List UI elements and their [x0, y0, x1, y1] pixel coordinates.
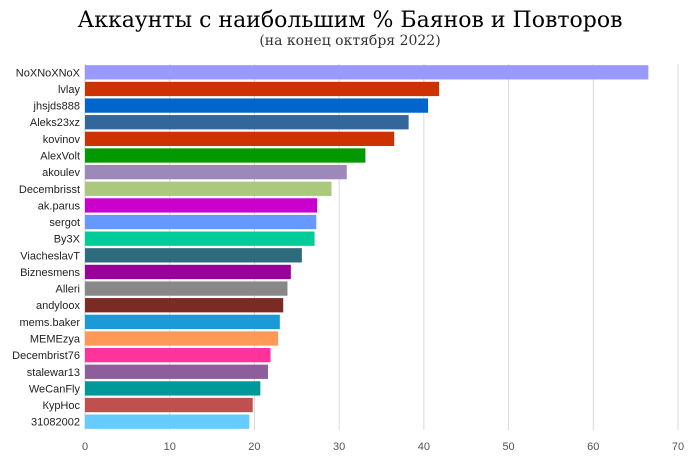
category-label: WeCanFly	[29, 383, 81, 395]
bar	[85, 414, 250, 429]
x-tick-label: 30	[333, 441, 345, 453]
x-tick-label: 60	[587, 441, 599, 453]
bar	[85, 347, 271, 363]
bar	[85, 98, 429, 113]
x-tick-label: 20	[248, 441, 260, 453]
category-label: AlexVolt	[40, 151, 80, 163]
category-label: Alleri	[56, 284, 80, 296]
bar	[85, 81, 440, 97]
category-label: 31082002	[31, 417, 80, 429]
bar	[85, 264, 291, 280]
bar	[85, 314, 280, 330]
bar	[85, 298, 284, 313]
category-label: jhsjds888	[33, 101, 80, 113]
bar	[85, 148, 366, 163]
x-tick-label: 0	[82, 441, 88, 453]
category-label: MEMEzya	[30, 334, 81, 346]
bar	[85, 248, 302, 263]
category-label: mems.baker	[19, 317, 80, 329]
x-tick-label: 50	[502, 441, 514, 453]
bar	[85, 115, 409, 130]
category-label: Decembrisst	[19, 184, 80, 196]
category-labels: NoXNoXNoX lvlay jhsjds888 Aleks23xz kovinov A…	[12, 67, 81, 428]
category-label: By3X	[54, 234, 81, 246]
x-tick-label: 10	[164, 441, 176, 453]
category-label: stalewar13	[27, 367, 80, 379]
category-label: Aleks23xz	[30, 117, 80, 129]
bar	[85, 214, 317, 230]
chart-title: Аккаунты с наибольшим % Баянов и Повторо…	[77, 8, 623, 33]
bar	[85, 181, 332, 196]
category-label: ViacheslavT	[20, 250, 80, 262]
chart-subtitle: (на конец октября 2022)	[259, 33, 441, 49]
category-label: sergot	[49, 217, 80, 229]
category-label: Biznesmens	[20, 267, 80, 279]
bar	[85, 198, 318, 213]
x-tick-label: 40	[418, 441, 430, 453]
bar	[85, 331, 279, 346]
category-label: andyloox	[36, 300, 81, 312]
bar	[85, 397, 253, 413]
bar	[85, 231, 315, 246]
category-label: ak.parus	[38, 200, 81, 212]
category-label: NoXNoXNoX	[16, 67, 81, 79]
category-label: КурНос	[43, 400, 81, 412]
category-label: kovinov	[43, 134, 81, 146]
x-tick-label: 70	[672, 441, 684, 453]
category-label: Decembrist76	[12, 350, 80, 362]
bar	[85, 164, 347, 180]
bar	[85, 131, 395, 147]
category-label: lvlay	[58, 84, 81, 96]
bar	[85, 381, 261, 396]
category-label: akoulev	[42, 167, 80, 179]
bar	[85, 281, 288, 296]
bars	[85, 65, 649, 429]
bar	[85, 364, 268, 379]
x-tick-labels: 0 10 20 30 40 50 60 70	[82, 441, 684, 453]
bar	[85, 65, 649, 80]
